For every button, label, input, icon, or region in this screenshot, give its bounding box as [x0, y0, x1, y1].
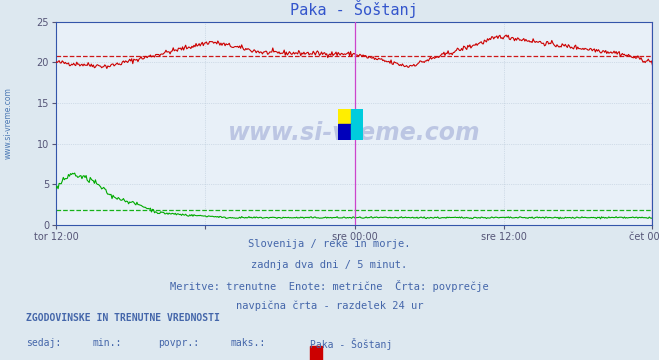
Bar	[351, 109, 363, 124]
Text: navpična črta - razdelek 24 ur: navpična črta - razdelek 24 ur	[236, 301, 423, 311]
Title: Paka - Šoštanj: Paka - Šoštanj	[291, 0, 418, 18]
Text: www.si-vreme.com: www.si-vreme.com	[4, 87, 13, 159]
Text: Paka - Šoštanj: Paka - Šoštanj	[310, 338, 392, 350]
Text: Meritve: trenutne  Enote: metrične  Črta: povprečje: Meritve: trenutne Enote: metrične Črta: …	[170, 280, 489, 292]
Text: min.:: min.:	[92, 338, 122, 348]
Text: maks.:: maks.:	[231, 338, 266, 348]
Bar	[338, 109, 351, 124]
Text: ZGODOVINSKE IN TRENUTNE VREDNOSTI: ZGODOVINSKE IN TRENUTNE VREDNOSTI	[26, 313, 220, 323]
Text: www.si-vreme.com: www.si-vreme.com	[228, 121, 480, 145]
Text: povpr.:: povpr.:	[158, 338, 199, 348]
Text: Slovenija / reke in morje.: Slovenija / reke in morje.	[248, 239, 411, 249]
Text: sedaj:: sedaj:	[26, 338, 61, 348]
Bar	[338, 124, 351, 140]
Text: zadnja dva dni / 5 minut.: zadnja dva dni / 5 minut.	[251, 260, 408, 270]
Bar	[351, 124, 363, 140]
